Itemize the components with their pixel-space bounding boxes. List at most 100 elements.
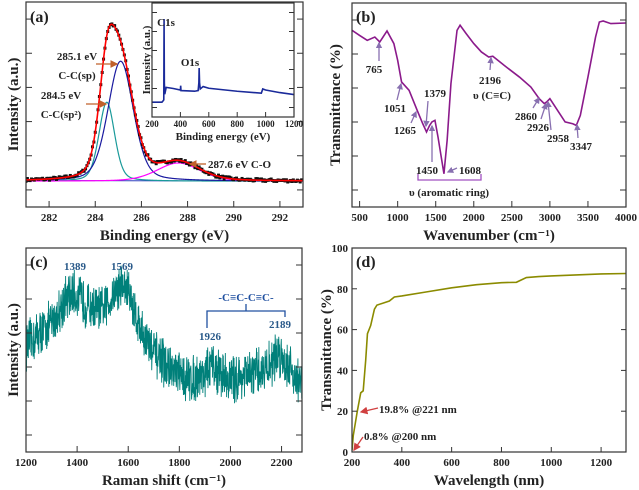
panel-c: 1200 1400 1600 1800 2000 2200 Raman shift (cm⁻… xyxy=(6,247,303,489)
data-point xyxy=(28,179,32,183)
data-point xyxy=(154,162,158,166)
data-point xyxy=(179,158,183,162)
x-tick-label: 2000 xyxy=(219,457,242,469)
x-tick-label: 600 xyxy=(202,119,216,129)
y-tick-label: 80 xyxy=(337,284,349,296)
annotation-label: -C≡C-C≡C- xyxy=(218,292,274,304)
plot-area xyxy=(26,265,302,404)
annotation-arrow xyxy=(487,56,494,71)
plot-frame xyxy=(351,247,627,453)
x-tick-label: 1000 xyxy=(257,119,276,129)
annotation-arrow xyxy=(423,100,430,128)
x-tick-label: 400 xyxy=(174,119,188,129)
fit-envelope-curve xyxy=(26,23,303,182)
data-point xyxy=(222,177,226,181)
x-tick-label: 200 xyxy=(344,457,361,469)
data-point xyxy=(235,176,239,180)
plot-area xyxy=(152,18,294,103)
x-tick-label: 3000 xyxy=(539,212,562,224)
annotation-label: 2958 xyxy=(547,133,570,145)
x-tick-label: 1000 xyxy=(540,457,563,469)
x-tick-label: 1200 xyxy=(285,119,304,129)
series-line-0 xyxy=(26,265,302,404)
x-axis-title: Binding energy (eV) xyxy=(100,228,229,244)
plot-frame xyxy=(25,1,304,208)
annotation-label: C1s xyxy=(157,17,175,29)
x-tick-label: 2500 xyxy=(501,212,524,224)
annotation-label: C-C(sp) xyxy=(58,70,96,82)
data-point xyxy=(221,174,225,178)
data-point xyxy=(26,177,29,181)
y-axis-title: Intensity (a.u.) xyxy=(141,25,153,94)
annotation-label: 1379 xyxy=(424,88,447,100)
annotation-label: 2189 xyxy=(269,319,292,331)
panel-a-inset: 200 400 600 800 1000 1200 Binding energy (eV) I… xyxy=(141,2,304,143)
annotation-label: υ (C≡C) xyxy=(473,90,511,102)
panel-a: 282 284 286 288 290 292 Binding energy (eV) Int… xyxy=(6,1,304,244)
annotation-arrow xyxy=(396,82,403,101)
annotation-label: 19.8% @221 nm xyxy=(379,404,457,416)
x-tick-label: 2000 xyxy=(463,212,486,224)
data-point xyxy=(300,178,303,182)
data-point xyxy=(172,159,176,163)
x-tick-label: 3500 xyxy=(577,212,600,224)
x-tick-label: 2200 xyxy=(271,457,294,469)
annotation-label: 0.8% @200 nm xyxy=(364,431,436,443)
aromatic-ring-bracket xyxy=(417,174,482,181)
x-tick-label: 200 xyxy=(145,119,159,129)
x-tick-label: 600 xyxy=(443,457,460,469)
data-point xyxy=(259,177,263,181)
data-point xyxy=(217,173,221,177)
annotation-label: 2196 xyxy=(479,75,502,87)
data-point xyxy=(290,179,294,183)
x-tick-label: 4000 xyxy=(615,212,638,224)
y-tick-label: 100 xyxy=(332,243,349,255)
annotation-label: 1265 xyxy=(394,125,417,137)
polyyne-bracket xyxy=(206,304,286,328)
annotation-label: 2926 xyxy=(527,122,550,134)
annotation-arrow xyxy=(540,102,548,120)
data-point xyxy=(196,167,200,171)
x-tick-label: 284 xyxy=(87,212,104,224)
x-tick-label: 290 xyxy=(226,212,243,224)
annotation-label: 3347 xyxy=(570,141,593,153)
x-tick-label: 1000 xyxy=(387,212,410,224)
plot-area xyxy=(26,22,303,184)
y-axis-title: Intensity (a.u.) xyxy=(6,303,22,397)
plot-frame xyxy=(151,2,295,118)
panel-b: 500 1000 1500 2000 2500 3000 3500 4000 Wavenumbe… xyxy=(328,2,638,244)
annotation-label: 1450 xyxy=(416,165,439,177)
data-point xyxy=(48,178,52,182)
x-tick-label: 500 xyxy=(351,212,368,224)
annotation-label: 285.1 eV xyxy=(57,51,97,63)
annotation-label: 2860 xyxy=(515,111,538,123)
data-point xyxy=(169,160,173,164)
annotation-arrow xyxy=(359,406,379,415)
plot-frame xyxy=(25,247,303,453)
annotation-label: O1s xyxy=(181,57,200,69)
plot-area xyxy=(352,272,626,451)
x-tick-label: 1200 xyxy=(590,457,613,469)
annotation-arrow xyxy=(545,100,552,131)
data-point xyxy=(82,169,86,173)
x-tick-label: 1400 xyxy=(66,457,89,469)
annotation-label: 284.5 eV xyxy=(41,90,81,102)
data-point xyxy=(197,165,201,169)
x-axis-title: Raman shift (cm⁻¹) xyxy=(102,473,226,489)
data-point xyxy=(41,176,45,180)
annotation-label: 1608 xyxy=(459,165,482,177)
x-tick-label: 400 xyxy=(394,457,411,469)
x-tick-label: 1600 xyxy=(117,457,140,469)
x-tick-label: 282 xyxy=(41,212,58,224)
data-point xyxy=(183,159,187,163)
x-tick-label: 800 xyxy=(493,457,510,469)
y-tick-label: 60 xyxy=(337,325,349,337)
annotation-label: 1051 xyxy=(384,103,406,115)
x-tick-label: 1200 xyxy=(15,457,38,469)
x-tick-label: 292 xyxy=(272,212,289,224)
x-tick-label: 800 xyxy=(230,119,244,129)
annotation-arrow xyxy=(532,96,540,109)
y-tick-label: 0 xyxy=(343,447,349,459)
x-tick-label: 286 xyxy=(133,212,150,224)
data-point xyxy=(207,172,211,176)
